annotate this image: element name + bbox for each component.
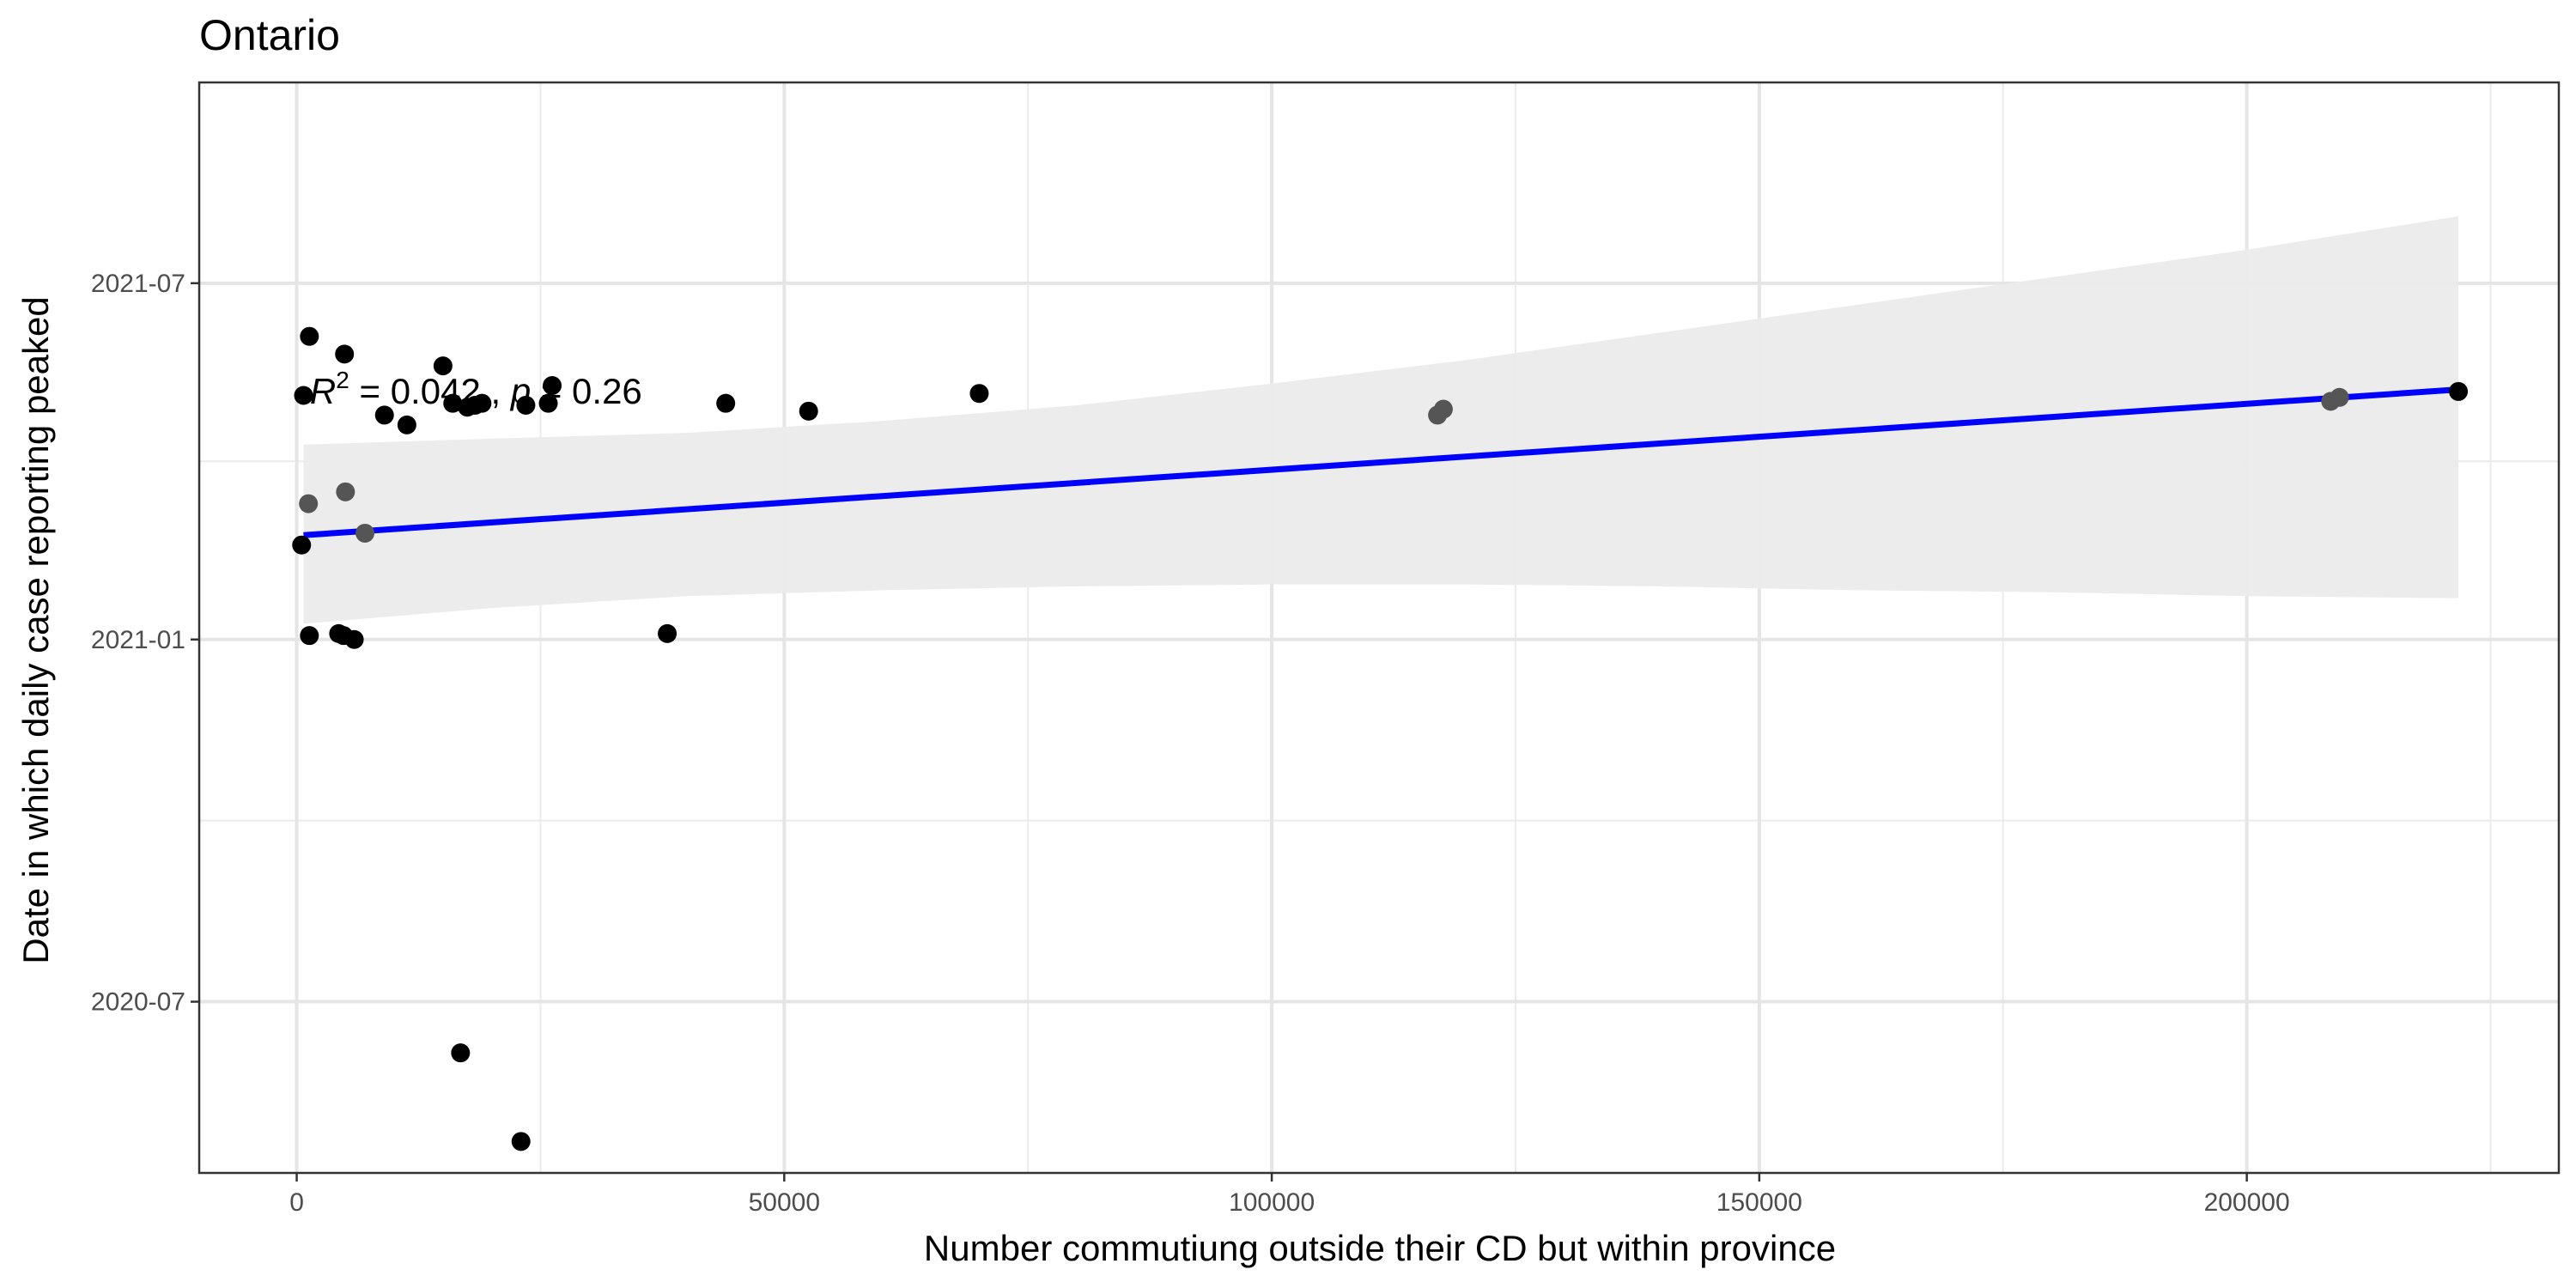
data-point <box>543 376 562 396</box>
y-tick-label: 2021-01 <box>91 626 185 654</box>
confidence-band <box>303 216 2458 624</box>
data-point <box>344 629 364 649</box>
x-tick-label: 0 <box>289 1188 304 1217</box>
data-point <box>292 535 312 555</box>
y-axis-label: Date in which daily case reporting peake… <box>15 296 56 963</box>
x-axis-label: Number commutiung outside their CD but w… <box>924 1228 1836 1268</box>
data-point <box>969 384 989 404</box>
x-tick-label: 200000 <box>2204 1188 2290 1217</box>
data-point <box>433 356 453 376</box>
chart-title: Ontario <box>199 11 340 59</box>
p-value: = 0.26 <box>531 371 642 411</box>
data-point <box>2330 387 2349 407</box>
data-point <box>300 326 319 346</box>
stats-annotation: R2 = 0.042 , p = 0.26 <box>310 367 642 411</box>
data-point <box>300 626 319 646</box>
y-tick-label: 2020-07 <box>91 988 185 1017</box>
data-point <box>1433 399 1453 419</box>
regression-line <box>303 386 2459 538</box>
panel-border <box>197 81 2561 1175</box>
data-point <box>538 393 558 413</box>
y-tick-label: 2021-07 <box>91 270 185 298</box>
data-point <box>472 393 492 413</box>
x-tick-label: 100000 <box>1229 1188 1315 1217</box>
r2-superscript: 2 <box>336 367 349 393</box>
data-point <box>294 386 313 405</box>
data-point <box>374 405 394 425</box>
p-label: p <box>509 371 531 411</box>
x-tick-label: 150000 <box>1716 1188 1802 1217</box>
data-point <box>2449 381 2469 401</box>
plot-area: R2 = 0.042 , p = 0.26 0 50000 100000 150000 2… <box>91 81 2561 1217</box>
data-point <box>799 401 818 421</box>
data-point <box>397 415 416 434</box>
data-point <box>511 1132 531 1151</box>
data-point <box>443 393 463 413</box>
data-point <box>658 623 677 643</box>
data-point <box>335 344 355 364</box>
r2-label: R <box>310 371 336 411</box>
data-point <box>299 494 319 513</box>
r2-value: = 0.042 , <box>349 371 511 411</box>
data-point <box>716 393 736 413</box>
x-tick-label: 50000 <box>749 1188 820 1217</box>
data-point <box>336 482 355 501</box>
panel-background <box>199 82 2559 1173</box>
data-point <box>451 1043 471 1063</box>
data-point <box>355 523 375 543</box>
data-point <box>516 395 536 415</box>
